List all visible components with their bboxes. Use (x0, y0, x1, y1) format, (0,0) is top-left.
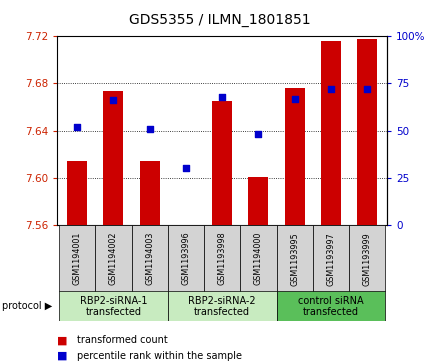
Bar (357, 38, 377, 225)
Text: RBP2-siRNA-2
transfected: RBP2-siRNA-2 transfected (188, 295, 256, 317)
Text: GSM1193995: GSM1193995 (290, 232, 299, 286)
Bar (59, 225, 95, 292)
Bar (176, 225, 196, 229)
Text: GSM1194000: GSM1194000 (254, 232, 263, 285)
Bar (240, 225, 277, 292)
Bar (321, 41, 341, 225)
Point (146, 126, 153, 132)
Text: GSM1194002: GSM1194002 (109, 232, 118, 285)
Text: GSM1193997: GSM1193997 (326, 232, 335, 286)
Point (291, 96, 298, 102)
Bar (313, 225, 349, 292)
Bar (103, 90, 123, 225)
Text: control siRNA
transfected: control siRNA transfected (298, 295, 364, 317)
Point (364, 86, 371, 92)
Text: GDS5355 / ILMN_1801851: GDS5355 / ILMN_1801851 (129, 13, 311, 27)
Point (73, 124, 81, 130)
Bar (277, 225, 313, 292)
Point (219, 94, 226, 99)
Bar (168, 225, 204, 292)
Bar (285, 88, 305, 225)
Text: ■: ■ (57, 335, 68, 346)
Bar (277, 291, 385, 321)
Text: GSM1193998: GSM1193998 (218, 232, 227, 285)
Bar (95, 225, 132, 292)
Bar (132, 225, 168, 292)
Text: RBP2-siRNA-1
transfected: RBP2-siRNA-1 transfected (80, 295, 147, 317)
Point (110, 98, 117, 103)
Text: GSM1194001: GSM1194001 (73, 232, 82, 285)
Bar (67, 161, 87, 225)
Bar (140, 161, 160, 225)
Point (327, 86, 334, 92)
Point (255, 131, 262, 137)
Point (183, 166, 190, 171)
Bar (168, 291, 277, 321)
Bar (212, 101, 232, 225)
Text: GSM1193996: GSM1193996 (181, 232, 191, 285)
Bar (59, 291, 168, 321)
Text: transformed count: transformed count (77, 335, 168, 346)
Text: GSM1194003: GSM1194003 (145, 232, 154, 285)
Bar (249, 177, 268, 225)
Text: percentile rank within the sample: percentile rank within the sample (77, 351, 242, 361)
Bar (204, 225, 240, 292)
Bar (349, 225, 385, 292)
Text: ■: ■ (57, 351, 68, 361)
Text: GSM1193999: GSM1193999 (363, 232, 372, 286)
Text: protocol ▶: protocol ▶ (2, 301, 52, 311)
